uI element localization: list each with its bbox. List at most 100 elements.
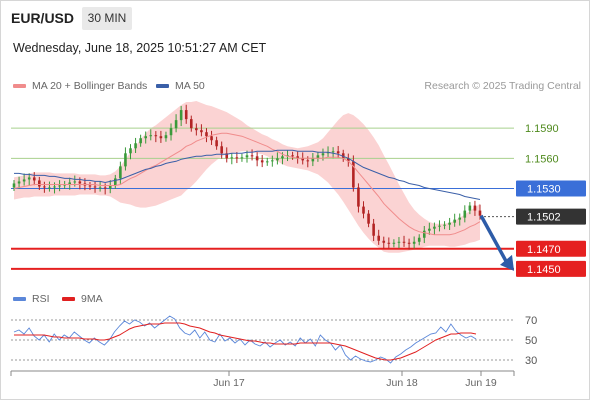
- rsi-tick-label: 30: [525, 355, 537, 367]
- candle-body: [93, 186, 97, 188]
- candle-body: [387, 242, 391, 244]
- candle-body: [114, 178, 117, 186]
- candle-body: [478, 210, 482, 216]
- candle-body: [58, 185, 61, 187]
- level-label: 1.1530: [527, 183, 561, 195]
- candle-body: [245, 155, 249, 158]
- candle-body: [347, 158, 350, 162]
- candle-body: [129, 148, 132, 154]
- candle-body: [225, 153, 229, 159]
- candle-body: [78, 181, 82, 184]
- candle-body: [22, 179, 26, 182]
- candle-body: [189, 119, 193, 129]
- ma50-line: [14, 149, 481, 200]
- rsi-line: [13, 315, 477, 364]
- forecast-arrow: [479, 214, 509, 264]
- candle-body: [311, 158, 315, 162]
- candle-body: [271, 160, 274, 162]
- ma50-swatch: [156, 84, 169, 89]
- candle-body: [139, 138, 142, 144]
- candle-body: [291, 155, 294, 157]
- candle-body: [179, 110, 183, 121]
- candle-body: [316, 155, 320, 159]
- candle-body: [362, 206, 365, 214]
- candle-body: [265, 161, 269, 163]
- candle-body: [108, 185, 112, 189]
- candle-body: [468, 205, 472, 211]
- rsi-label: RSI: [32, 293, 50, 306]
- ma20-line: [13, 132, 481, 236]
- candle-body: [43, 186, 46, 188]
- candle-body: [331, 151, 335, 153]
- ma20-swatch: [13, 84, 26, 89]
- candle-body: [306, 160, 310, 162]
- forecast-arrow-head: [500, 254, 514, 271]
- candle-body: [134, 143, 137, 149]
- rsi-swatch: [13, 297, 26, 302]
- candle-body: [164, 135, 168, 139]
- candle-body: [382, 240, 386, 243]
- candle-body: [377, 235, 380, 241]
- candle-body: [412, 241, 416, 244]
- candle-body: [230, 157, 234, 159]
- level-label: 1.1502: [527, 212, 561, 224]
- current-price-tag: [516, 208, 586, 225]
- candle-body: [372, 223, 375, 236]
- candle-body: [463, 210, 467, 218]
- candle-body: [443, 224, 446, 226]
- x-tick-label: Jun 17: [213, 377, 245, 389]
- candle-body: [448, 222, 451, 225]
- level-label: 1.1470: [527, 244, 561, 256]
- ma20-label: MA 20 + Bollinger Bands: [32, 80, 148, 93]
- candle-body: [336, 151, 340, 154]
- candle-body: [392, 242, 396, 244]
- candle-body: [98, 187, 102, 189]
- candle-body: [200, 130, 203, 133]
- candle-body: [417, 237, 421, 242]
- candle-body: [276, 158, 279, 161]
- level-label: 1.1450: [527, 264, 561, 276]
- candle-body: [281, 156, 284, 159]
- candle-body: [12, 183, 16, 188]
- candle-body: [352, 161, 355, 188]
- candle-body: [296, 156, 299, 159]
- level-label: 1.1590: [525, 123, 559, 135]
- timeframe-button[interactable]: 30 MIN: [82, 7, 132, 30]
- candle-body: [32, 177, 36, 181]
- candle-body: [428, 228, 431, 231]
- candle-body: [27, 177, 31, 180]
- candle-body: [159, 136, 163, 139]
- support-tag: [516, 240, 586, 257]
- candle-body: [220, 146, 223, 154]
- candle-body: [195, 128, 198, 131]
- candle-body: [433, 226, 436, 229]
- candle-body: [422, 230, 426, 238]
- candle-body: [174, 120, 178, 129]
- candle-body: [48, 187, 51, 189]
- candle-body: [210, 136, 213, 141]
- ma9-label: 9MA: [81, 293, 103, 306]
- candle-body: [367, 213, 370, 224]
- candle-body: [240, 157, 244, 159]
- candle-body: [124, 153, 127, 167]
- candle-body: [250, 155, 254, 157]
- legend-ma20: MA 20 + Bollinger Bands: [13, 80, 147, 92]
- candle-body: [205, 132, 208, 137]
- candle-body: [103, 187, 107, 189]
- candle-body: [407, 242, 411, 244]
- candle-body: [397, 241, 401, 243]
- candle-body: [154, 135, 158, 137]
- candle-body: [235, 157, 239, 159]
- candle-body: [255, 156, 259, 161]
- candle-body: [169, 128, 173, 136]
- candle-body: [260, 160, 264, 163]
- x-tick-label: Jun 18: [386, 377, 418, 389]
- candle-body: [144, 136, 147, 139]
- legend-ma50: MA 50: [156, 80, 205, 92]
- candle-body: [402, 241, 406, 243]
- level-label: 1.1560: [525, 153, 559, 165]
- rsi-ma9-line: [14, 322, 477, 361]
- candle-body: [17, 181, 21, 184]
- candle-body: [458, 217, 462, 220]
